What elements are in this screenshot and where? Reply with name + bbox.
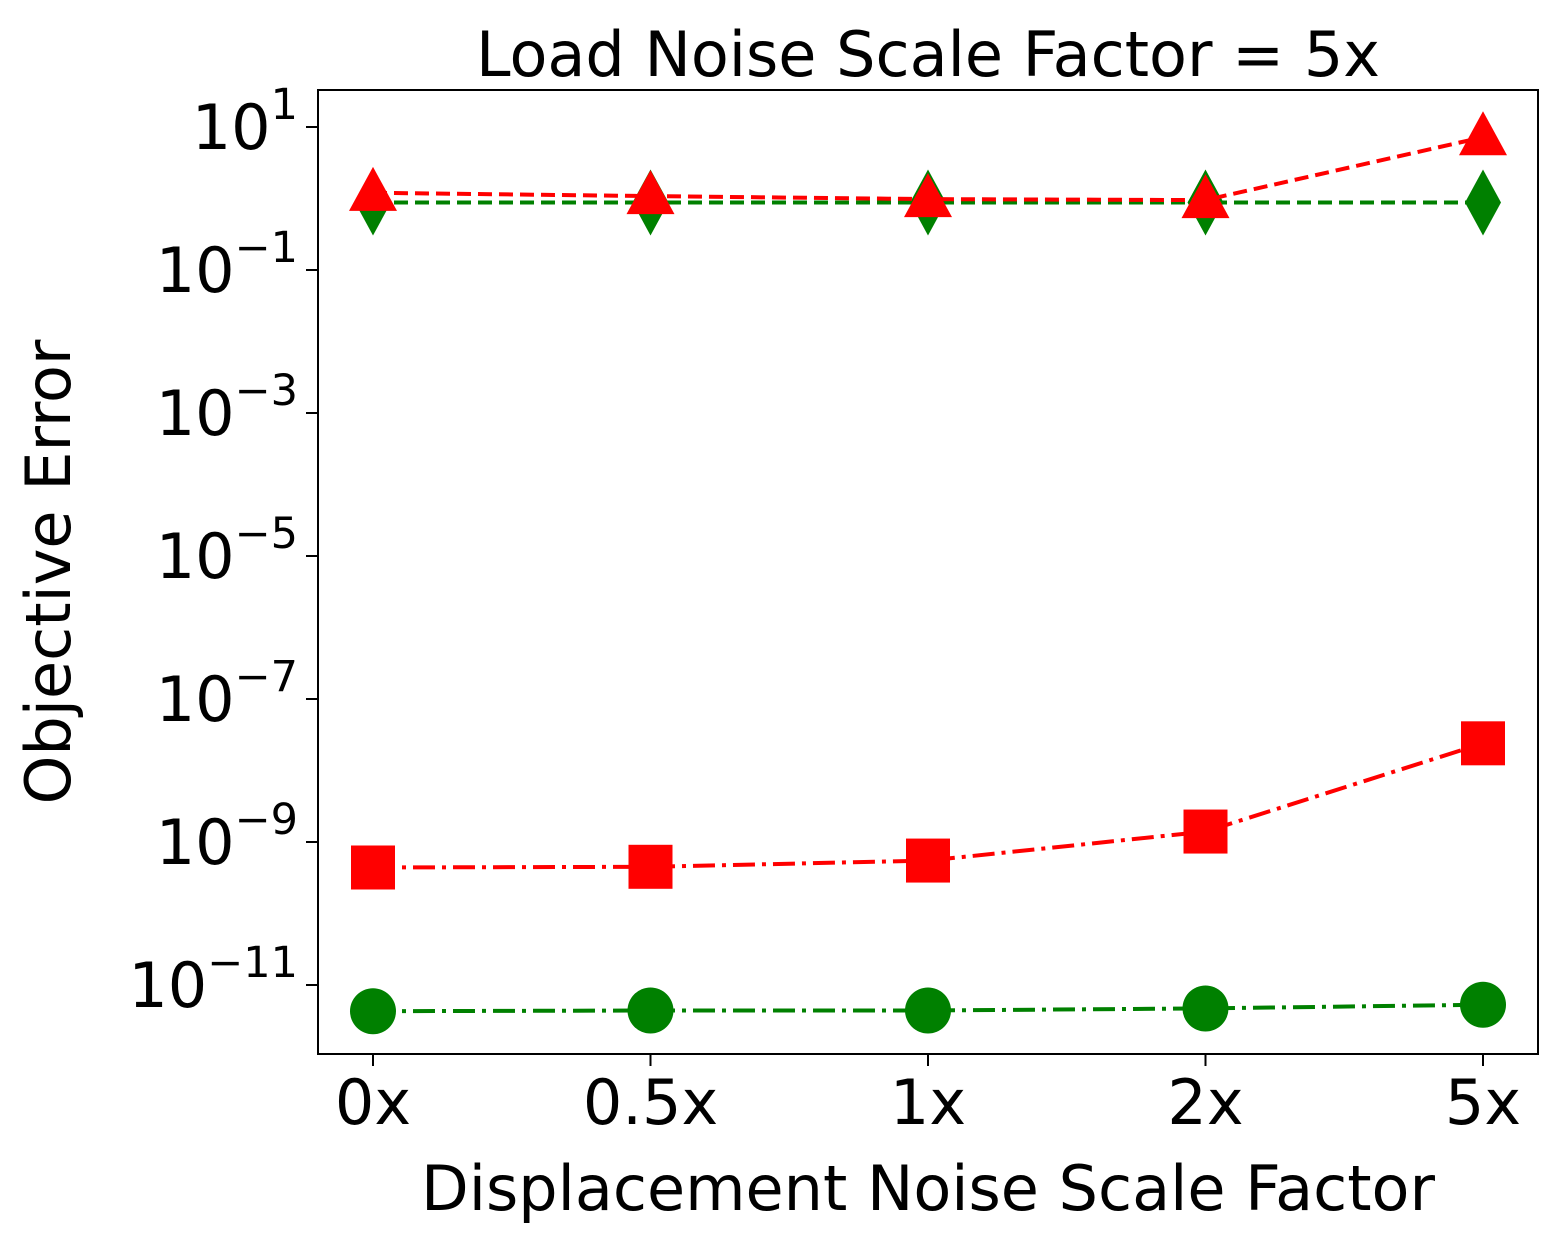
data-point-red-triangle bbox=[349, 166, 397, 211]
data-point-red-square bbox=[1183, 809, 1228, 854]
y-tick-exponent: −3 bbox=[235, 366, 298, 416]
x-tick-label: 0.5x bbox=[583, 1066, 718, 1139]
chart-title: Load Noise Scale Factor = 5x bbox=[476, 18, 1380, 91]
data-point-red-square bbox=[1461, 721, 1505, 766]
y-tick-exponent: −1 bbox=[235, 223, 298, 273]
series-red-square bbox=[351, 721, 1505, 890]
y-tick-label: 101 bbox=[192, 80, 298, 164]
data-point-green-circle bbox=[627, 987, 674, 1034]
y-tick-base: 10 bbox=[128, 949, 207, 1022]
data-point-red-triangle bbox=[1459, 111, 1507, 156]
series-line-green-circle bbox=[372, 1002, 1484, 1014]
data-point-red-triangle bbox=[904, 173, 952, 218]
y-tick-base: 10 bbox=[156, 663, 235, 736]
x-tick-label: 5x bbox=[1445, 1066, 1521, 1139]
y-tick-exponent: −5 bbox=[235, 509, 298, 559]
data-point-red-triangle bbox=[626, 170, 675, 215]
data-point-red-square bbox=[906, 838, 950, 883]
x-tick-label: 2x bbox=[1167, 1066, 1243, 1139]
y-tick-exponent: −7 bbox=[235, 652, 298, 702]
data-point-green-circle bbox=[1460, 981, 1506, 1028]
y-tick-label: 10−1 bbox=[156, 223, 298, 307]
data-point-red-triangle bbox=[1181, 174, 1230, 219]
y-tick-label: 10−5 bbox=[156, 509, 298, 593]
data-point-green-diamond bbox=[1465, 169, 1501, 236]
y-tick-base: 10 bbox=[192, 91, 271, 164]
y-tick-exponent: 1 bbox=[271, 80, 298, 130]
x-axis: 0x 0.5x 1x 2x 5x bbox=[335, 1054, 1521, 1139]
data-point-green-circle bbox=[905, 987, 951, 1034]
data-point-red-square bbox=[351, 845, 395, 890]
series-line-red-square bbox=[372, 741, 1484, 870]
data-point-red-square bbox=[628, 844, 673, 889]
x-axis-label: Displacement Noise Scale Factor bbox=[421, 1152, 1435, 1225]
data-point-green-circle bbox=[350, 988, 396, 1035]
y-axis-label: Objective Error bbox=[12, 339, 85, 804]
series-layer bbox=[349, 111, 1507, 1035]
y-tick-label: 10−11 bbox=[128, 938, 298, 1022]
y-tick-exponent: −9 bbox=[235, 795, 298, 845]
data-point-green-circle bbox=[1182, 985, 1229, 1032]
y-tick-label: 10−3 bbox=[156, 366, 298, 450]
y-tick-base: 10 bbox=[156, 520, 235, 593]
x-tick-label: 0x bbox=[335, 1066, 411, 1139]
y-tick-base: 10 bbox=[156, 377, 235, 450]
y-tick-label: 10−7 bbox=[156, 652, 298, 736]
y-tick-base: 10 bbox=[156, 806, 235, 879]
y-tick-base: 10 bbox=[156, 234, 235, 307]
x-tick-label: 1x bbox=[890, 1066, 966, 1139]
series-red-triangle bbox=[349, 111, 1507, 219]
y-tick-exponent: −11 bbox=[207, 938, 298, 988]
y-tick-label: 10−9 bbox=[156, 795, 298, 879]
series-green-circle bbox=[350, 981, 1506, 1035]
